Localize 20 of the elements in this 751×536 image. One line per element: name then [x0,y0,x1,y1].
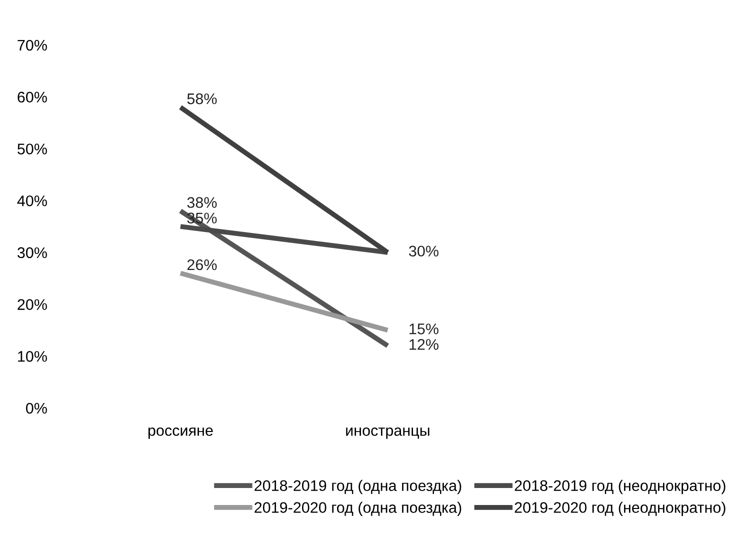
legend-label: 2019-2020 год (одна поездка) [254,502,462,516]
legend-label: 2018-2019 год (неоднократно) [514,480,726,494]
y-tick-label: 70% [18,40,47,51]
x-tick-label: россияне [148,428,213,439]
data-label: 26% [187,259,217,270]
y-tick-label: 60% [18,92,47,103]
y-tick-label: 40% [17,195,47,206]
y-tick-label: 0% [26,402,47,414]
legend-label: 2018-2019 год (одна поездка) [254,480,462,494]
data-label: 38% [187,197,217,208]
x-tick-label: иностранцы [346,428,430,439]
data-label: 58% [187,93,217,104]
legend-label: 2019-2020 год (неоднократно) [514,502,726,516]
data-label: 15% [410,324,438,334]
data-label: 30% [409,246,438,257]
y-tick-label: 30% [18,247,47,258]
y-tick-label: 20% [18,299,47,310]
y-tick-label: 10% [18,351,47,362]
y-tick-label: 50% [18,144,47,154]
data-label: 12% [410,339,438,350]
